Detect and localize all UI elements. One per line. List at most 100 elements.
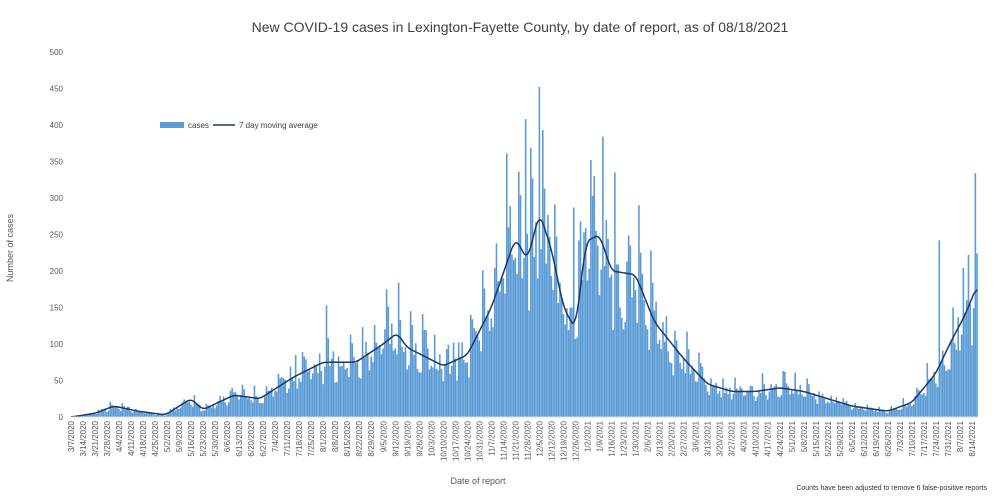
- bar-cases: [564, 324, 566, 417]
- bar-cases: [473, 327, 475, 417]
- y-tick-label: 300: [50, 194, 64, 203]
- bar-cases: [287, 388, 290, 417]
- bar-cases: [399, 319, 402, 417]
- bar-cases: [100, 408, 103, 417]
- bar-cases: [576, 337, 578, 417]
- bar-cases: [842, 398, 844, 417]
- bar-cases: [512, 260, 515, 417]
- bar-cases: [641, 273, 644, 417]
- x-tick-label: 8/7/2021: [956, 420, 965, 452]
- bar-cases: [706, 391, 709, 417]
- bar-cases: [172, 407, 175, 417]
- bar-cases: [727, 394, 729, 417]
- bar-cases: [590, 160, 592, 418]
- bar-cases: [294, 354, 297, 417]
- bar-cases: [607, 238, 609, 417]
- x-tick-label: 6/26/2021: [884, 420, 893, 456]
- x-tick-label: 10/31/2020: [475, 420, 484, 461]
- bar-cases: [809, 393, 812, 417]
- bar-cases: [176, 408, 178, 417]
- legend: cases 7 day moving average: [160, 121, 318, 130]
- bar-cases: [157, 413, 160, 417]
- bar-cases: [449, 373, 451, 417]
- bar-cases: [588, 268, 590, 417]
- bar-cases: [729, 387, 731, 417]
- bar-cases: [390, 323, 393, 417]
- bar-cases: [174, 410, 177, 417]
- bar-cases: [401, 346, 403, 417]
- bar-cases: [83, 415, 86, 417]
- bar-cases: [552, 289, 554, 417]
- bar-cases: [547, 214, 549, 417]
- y-tick-label: 150: [50, 304, 64, 313]
- bar-cases: [142, 412, 144, 417]
- bar-cases: [298, 378, 300, 417]
- x-tick-label: 4/4/2020: [115, 420, 124, 452]
- bar-cases: [948, 369, 951, 417]
- bar-cases: [138, 411, 141, 417]
- bar-cases: [962, 268, 965, 417]
- bar-cases: [648, 349, 651, 417]
- bar-cases: [887, 413, 889, 417]
- bar-cases: [322, 384, 324, 417]
- bar-cases: [854, 403, 856, 417]
- bar-cases: [404, 346, 407, 417]
- x-tick-label: 12/19/2020: [559, 420, 568, 461]
- bar-cases: [239, 395, 242, 417]
- bar-cases: [586, 280, 589, 417]
- bar-cases: [657, 344, 659, 417]
- bar-cases: [337, 356, 340, 417]
- y-tick-label: 400: [50, 121, 64, 130]
- bar-cases: [116, 406, 118, 417]
- bar-cases: [346, 368, 348, 417]
- bar-cases: [402, 352, 405, 417]
- bar-cases: [521, 278, 524, 417]
- bar-cases: [837, 400, 839, 417]
- x-tick-label: 11/21/2020: [511, 420, 520, 460]
- x-tick-label: 10/3/2020: [427, 420, 436, 456]
- bar-cases: [209, 406, 211, 417]
- bar-cases: [811, 395, 814, 417]
- x-tick-label: 6/12/2021: [860, 420, 869, 456]
- x-tick-label: 7/4/2020: [271, 420, 280, 452]
- bar-cases: [888, 411, 891, 417]
- bar-cases: [181, 402, 184, 417]
- bar-cases: [581, 279, 584, 417]
- bar-cases: [775, 384, 778, 417]
- x-tick-label: 5/15/2021: [812, 420, 821, 456]
- bar-cases: [636, 322, 639, 417]
- bar-cases: [748, 391, 750, 417]
- bar-cases: [936, 387, 939, 417]
- bar-cases: [451, 365, 453, 417]
- bar-cases: [499, 291, 501, 417]
- bar-cases: [231, 387, 233, 417]
- y-tick-label: 100: [50, 340, 64, 349]
- bar-cases: [188, 401, 191, 417]
- bar-cases: [919, 394, 922, 417]
- bar-cases: [566, 308, 568, 417]
- bar-cases: [634, 289, 637, 417]
- bar-cases: [435, 368, 438, 417]
- bar-cases: [471, 319, 474, 417]
- bar-cases: [555, 236, 558, 417]
- bar-cases: [969, 303, 971, 417]
- bar-cases: [418, 372, 421, 417]
- bar-cases: [370, 356, 372, 417]
- x-tick-label: 8/1/2020: [319, 420, 328, 452]
- bar-cases: [557, 303, 560, 417]
- bar-cases: [275, 391, 278, 417]
- bar-cases: [816, 403, 819, 417]
- bar-cases: [679, 362, 681, 417]
- x-tick-label: 1/16/2021: [608, 420, 617, 456]
- bar-cases: [248, 397, 251, 417]
- bar-cases: [493, 268, 496, 417]
- bar-cases: [219, 395, 221, 417]
- bar-cases: [207, 405, 209, 417]
- bar-cases: [166, 414, 168, 417]
- bar-cases: [562, 314, 565, 417]
- bar-cases: [217, 400, 220, 417]
- bar-cases: [883, 410, 886, 417]
- bar-cases: [718, 390, 721, 417]
- bar-cases: [526, 233, 529, 417]
- legend-swatch-cases: [160, 122, 184, 128]
